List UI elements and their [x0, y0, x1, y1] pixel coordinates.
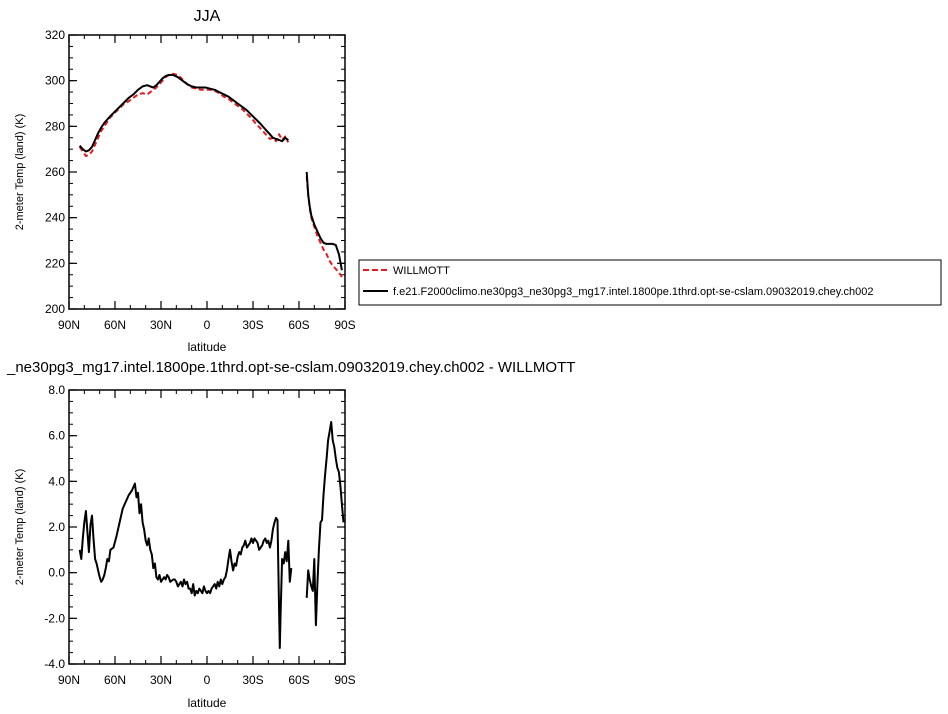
- y-tick-label: 280: [45, 119, 65, 133]
- y-tick-label: 240: [45, 211, 65, 225]
- y-tick-label: -4.0: [44, 657, 65, 671]
- y-tick-label: 4.0: [48, 474, 65, 488]
- bottom-panel-frame: [68, 389, 346, 665]
- legend-label-model: f.e21.F2000climo.ne30pg3_ne30pg3_mg17.in…: [393, 286, 873, 298]
- x-tick-label: 60N: [104, 673, 126, 687]
- x-tick-label: 30N: [150, 673, 172, 687]
- series-line-1: [305, 171, 343, 271]
- x-tick-label: 30S: [242, 318, 263, 332]
- bottom-panel-series: [78, 421, 345, 649]
- legend-label-willmott: WILLMOTT: [393, 265, 450, 277]
- y-tick-label: 6.0: [48, 429, 65, 443]
- series-line-1: [78, 74, 289, 153]
- series-line-0: [78, 72, 290, 157]
- series-line-0: [78, 482, 293, 649]
- x-tick-label: 90N: [58, 673, 80, 687]
- y-tick-label: 320: [45, 28, 65, 42]
- x-tick-label: 60N: [104, 318, 126, 332]
- top-panel-series: [78, 72, 343, 278]
- x-tick-label: 30N: [150, 318, 172, 332]
- top-panel-ticks: 90N 60N 30N 0 30S 60S 90S 200 220 240 260 280 300 320: [45, 28, 356, 332]
- y-tick-label: 200: [45, 302, 65, 316]
- top-panel-title: JJA: [194, 8, 221, 25]
- y-tick-label: 220: [45, 256, 65, 270]
- x-tick-label: 90S: [334, 673, 355, 687]
- bottom-panel-xlabel: latitude: [188, 696, 227, 710]
- series-line-0: [305, 421, 345, 627]
- y-tick-label: 8.0: [48, 383, 65, 397]
- x-tick-label: 60S: [288, 673, 309, 687]
- legend-box: [358, 259, 942, 306]
- bottom-panel-title: _ne30pg3_mg17.intel.1800pe.1thrd.opt-se-…: [6, 359, 575, 376]
- y-tick-label: 260: [45, 165, 65, 179]
- legend: WILLMOTT f.e21.F2000climo.ne30pg3_ne30pg…: [358, 259, 942, 306]
- top-panel-xlabel: latitude: [188, 340, 227, 354]
- top-panel-ylabel: 2-meter Temp (land) (K): [14, 114, 26, 231]
- difference-panel: _ne30pg3_mg17.intel.1800pe.1thrd.opt-se-…: [6, 359, 575, 710]
- series-line-0: [305, 176, 343, 278]
- temperature-panel: JJA 2-meter Temp (land) (K) latitude 90N…: [14, 8, 356, 354]
- x-tick-label: 90S: [334, 318, 355, 332]
- bottom-panel-ticks: 90N 60N 30N 0 30S 60S 90S -4.0 -2.0 0.0 2.0 4.0 6.0 8…: [44, 383, 355, 687]
- y-tick-label: 2.0: [48, 520, 65, 534]
- y-tick-label: 300: [45, 74, 65, 88]
- x-tick-label: 0: [204, 673, 211, 687]
- bottom-panel-ylabel: 2-meter Temp (land) (K): [14, 469, 26, 586]
- x-tick-label: 30S: [242, 673, 263, 687]
- y-tick-label: -2.0: [44, 611, 65, 625]
- top-panel-frame: [68, 34, 346, 310]
- x-tick-label: 90N: [58, 318, 80, 332]
- x-tick-label: 60S: [288, 318, 309, 332]
- y-tick-label: 0.0: [48, 566, 65, 580]
- x-tick-label: 0: [204, 318, 211, 332]
